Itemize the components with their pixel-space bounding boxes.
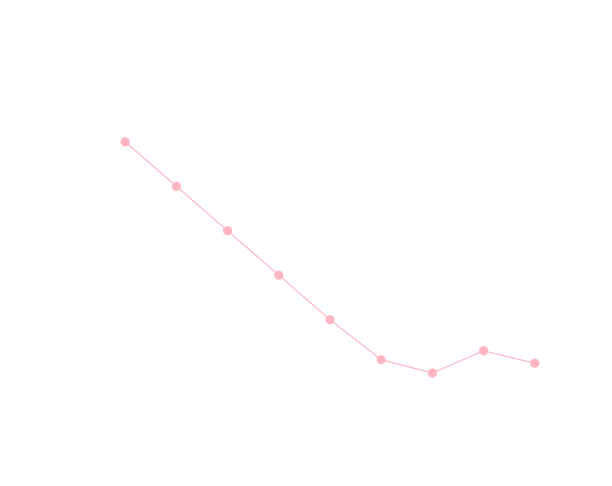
data-point (530, 358, 540, 368)
plot-area (120, 137, 540, 378)
data-point (120, 137, 130, 147)
data-point (376, 355, 386, 365)
data-point (274, 270, 284, 280)
series-line (124, 141, 535, 374)
data-point (223, 226, 233, 236)
data-point (427, 368, 437, 378)
data-point (479, 346, 489, 356)
data-point (325, 315, 335, 325)
data-point (171, 181, 181, 191)
